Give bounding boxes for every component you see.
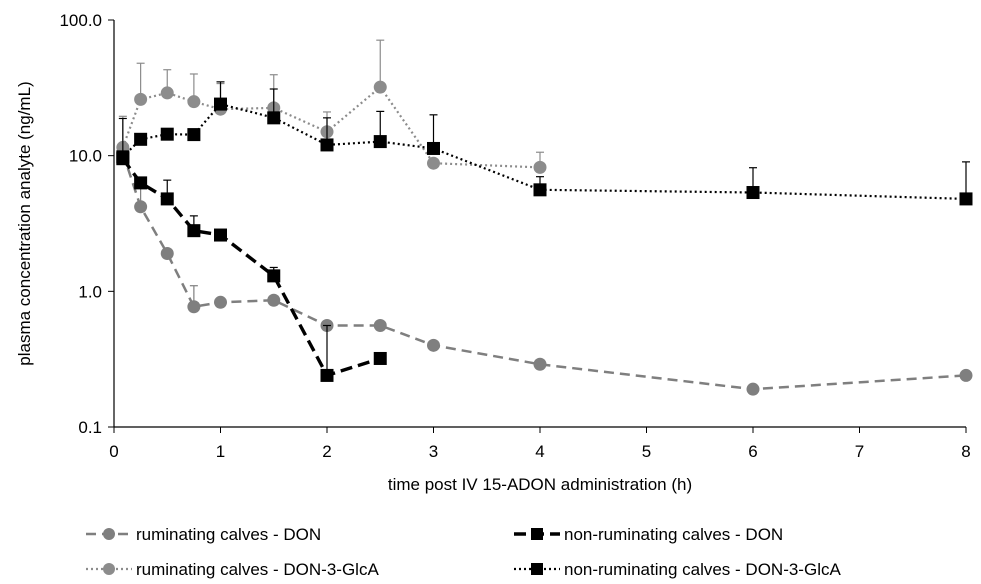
legend-swatch-marker	[103, 528, 115, 540]
data-point	[267, 269, 281, 283]
data-point	[533, 183, 547, 197]
x-tick-label: 7	[855, 442, 864, 461]
x-tick-label: 3	[429, 442, 438, 461]
x-tick-label: 6	[748, 442, 757, 461]
y-tick-label: 0.1	[78, 418, 102, 437]
y-tick-label: 10.0	[69, 147, 102, 166]
data-point	[134, 176, 148, 190]
legend-item-2: non-ruminating calves - DON	[514, 525, 783, 544]
series-line	[121, 85, 541, 169]
data-point	[160, 247, 174, 261]
data-point	[116, 150, 130, 164]
data-point	[160, 86, 174, 100]
data-point	[134, 132, 148, 146]
series-3	[116, 39, 547, 174]
y-tick-label: 100.0	[59, 11, 102, 30]
data-point	[959, 368, 973, 382]
data-point	[533, 357, 547, 371]
x-tick-label: 2	[322, 442, 331, 461]
x-tick-label: 5	[642, 442, 651, 461]
series-4	[116, 81, 973, 206]
data-point	[134, 92, 148, 106]
data-point	[373, 80, 387, 94]
data-point	[320, 368, 334, 382]
data-point	[214, 295, 227, 309]
data-point	[134, 200, 148, 214]
data-point	[187, 300, 201, 314]
series-layer	[116, 39, 973, 396]
legend-label: non-ruminating calves - DON-3-GlcA	[564, 560, 841, 579]
series-line	[121, 152, 967, 391]
x-tick-label: 4	[535, 442, 544, 461]
legend-label: non-ruminating calves - DON	[564, 525, 783, 544]
data-point	[427, 338, 440, 352]
data-point	[427, 156, 440, 170]
x-tick-label: 0	[109, 442, 118, 461]
data-point	[187, 224, 201, 238]
legend-label: ruminating calves - DON-3-GlcA	[136, 560, 379, 579]
data-point	[427, 141, 440, 155]
data-point	[320, 138, 334, 152]
legend-item-3: ruminating calves - DON-3-GlcA	[86, 560, 379, 579]
x-tick-label: 1	[216, 442, 225, 461]
data-point	[533, 160, 547, 174]
data-point	[373, 351, 387, 365]
legend: ruminating calves - DON non-ruminating ca…	[86, 525, 841, 579]
data-point	[214, 228, 227, 242]
axes: 0.1 1.0 10.0 100.0 0 1 2 3 4 5 6 7 8	[59, 11, 970, 461]
data-point	[746, 382, 760, 396]
legend-swatch-marker	[103, 563, 115, 575]
legend-swatch-marker	[531, 528, 543, 540]
data-point	[746, 186, 760, 200]
data-point	[373, 135, 387, 149]
series-line	[121, 157, 381, 378]
data-point	[959, 192, 973, 206]
data-point	[267, 293, 281, 307]
data-point	[160, 192, 174, 206]
data-point	[187, 128, 201, 142]
y-axis-label: plasma concentration analyte (ng/mL)	[15, 81, 34, 365]
data-point	[160, 127, 174, 141]
legend-item-4: non-ruminating calves - DON-3-GlcA	[514, 560, 841, 579]
legend-label: ruminating calves - DON	[136, 525, 321, 544]
data-point	[214, 97, 227, 111]
data-point	[373, 318, 387, 332]
legend-item-1: ruminating calves - DON	[86, 525, 321, 544]
legend-swatch-marker	[531, 563, 543, 575]
x-tick-label: 8	[961, 442, 970, 461]
x-axis-label: time post IV 15-ADON administration (h)	[388, 475, 692, 494]
data-point	[187, 95, 201, 109]
y-tick-label: 1.0	[78, 282, 102, 301]
series-2	[116, 152, 387, 382]
data-point	[267, 111, 281, 125]
series-line	[122, 102, 967, 200]
